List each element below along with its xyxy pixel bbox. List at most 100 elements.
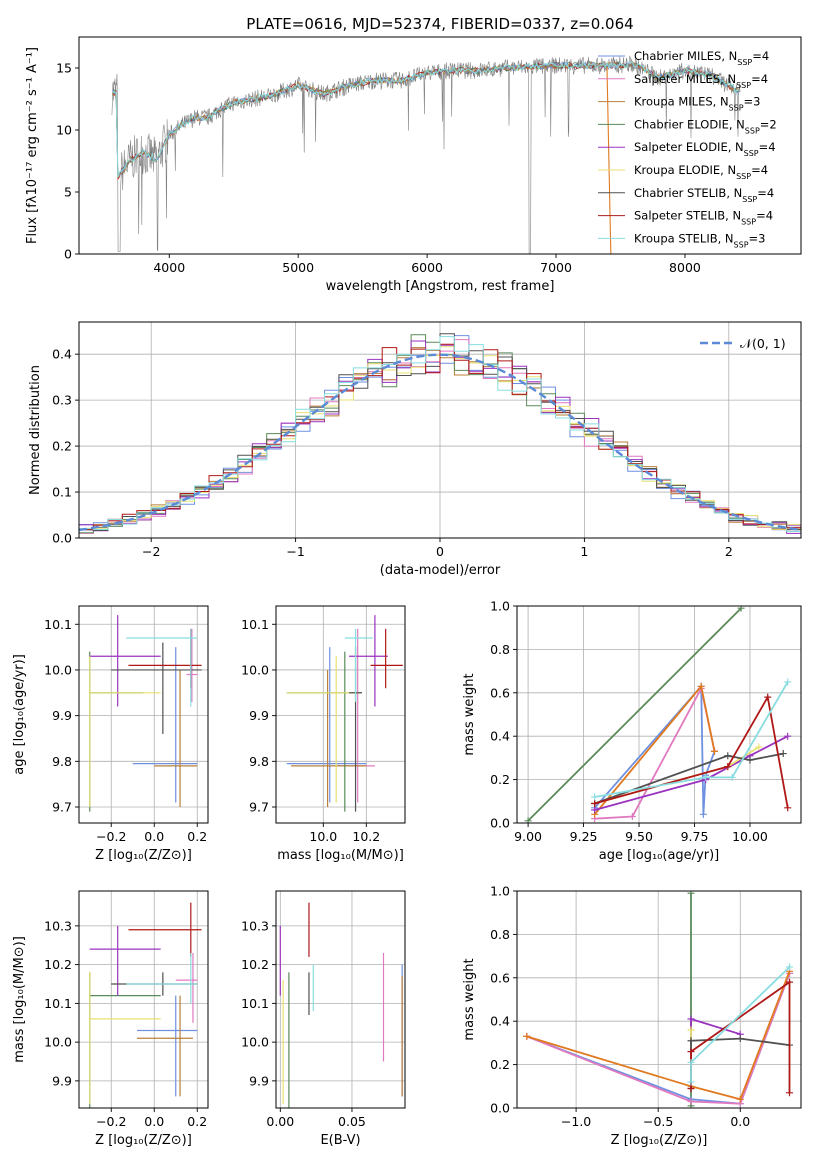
legend-entry: Salpeter ELODIE, NSSP=4 xyxy=(634,140,776,158)
y-tick-label: 0.0 xyxy=(490,816,510,831)
weight-marker xyxy=(687,1037,695,1045)
y-tick-label: 9.9 xyxy=(52,1073,72,1088)
axes-frame xyxy=(275,890,406,1109)
y-tick-label: 10.3 xyxy=(44,918,72,933)
plot-area xyxy=(523,891,794,1108)
weight-marker xyxy=(687,891,695,897)
x-tick-label: 10.00 xyxy=(732,829,768,844)
x-tick-label: 9.50 xyxy=(625,829,653,844)
y-tick-label: 5 xyxy=(64,185,72,200)
x-tick-label: 7000 xyxy=(540,260,572,275)
y-tick-label: 0.4 xyxy=(490,729,510,744)
weight-line-c1 xyxy=(526,973,791,1105)
x-tick-label: 10.2 xyxy=(352,829,380,844)
y-tick-label: 9.7 xyxy=(52,800,72,815)
axes-frame xyxy=(78,890,209,1109)
weight-marker xyxy=(524,817,532,823)
weight-marker xyxy=(687,1084,695,1092)
weight-line-orange_line xyxy=(526,970,791,1101)
plot-area xyxy=(89,902,202,1108)
weight-marker xyxy=(786,978,794,986)
x-axis-label: Z [log₁₀(Z/Z⊙)] xyxy=(95,1133,192,1148)
weight-line-c3 xyxy=(527,607,742,822)
weight-marker xyxy=(687,1097,695,1105)
x-axis-label: age [log₁₀(age/yr)] xyxy=(599,848,720,863)
weight-marker xyxy=(710,747,718,755)
y-tick-label: 9.8 xyxy=(249,754,269,769)
y-axis-label: mass weight xyxy=(462,958,477,1040)
x-tick-label: 0.2 xyxy=(187,1114,207,1129)
spectrum-axes: 4000 5000 6000 7000 8000 0 5 10 15 wavelength [An… xyxy=(25,36,802,294)
residual-histogram-c8 xyxy=(79,336,801,532)
mass-z-axes: −0.2 0.0 0.2 9.9 10.0 10.1 10.2 10.3 Z [log₁₀(Z/… xyxy=(12,890,209,1148)
weight-marker xyxy=(724,763,732,771)
weight-marker xyxy=(687,1026,695,1034)
model-spectrum-c2 xyxy=(112,61,740,179)
weight-line-orange_line xyxy=(594,684,716,815)
y-tick-label: 10.2 xyxy=(241,957,269,972)
plot-area xyxy=(79,333,801,534)
y-tick-label: 0.6 xyxy=(490,970,510,985)
y-tick-label: 9.9 xyxy=(249,1073,269,1088)
weight-marker xyxy=(724,752,732,760)
weight-marker xyxy=(737,606,745,612)
weight-line-c8 xyxy=(594,681,789,798)
y-tick-label: 10.0 xyxy=(44,1035,72,1050)
weight-line-c0 xyxy=(594,683,716,815)
x-tick-label: 8000 xyxy=(669,260,701,275)
y-tick-label: 10.1 xyxy=(241,996,269,1011)
y-tick-label: 10 xyxy=(56,123,72,138)
y-axis-label: Flux [fλ10⁻¹⁷ erg cm⁻² s⁻¹ A⁻¹] xyxy=(25,47,40,244)
y-tick-label: 0.8 xyxy=(490,927,510,942)
y-tick-label: 0.0 xyxy=(52,531,72,546)
legend-entry: Salpeter MILES, NSSP=4 xyxy=(634,72,768,90)
y-tick-label: 0.4 xyxy=(52,347,72,362)
weight-marker xyxy=(786,963,794,971)
weight-line-c6 xyxy=(594,752,784,805)
hist-axes: −2 −1 0 1 2 0.0 0.1 0.2 0.3 0.4 (data-model)/error… xyxy=(28,321,802,578)
normal-legend-label: 𝒩(0, 1) xyxy=(740,336,786,351)
x-tick-label: −0.2 xyxy=(96,829,126,844)
legend-entry: Kroupa STELIB, NSSP=3 xyxy=(634,231,765,249)
weight-marker xyxy=(764,693,772,701)
weight-marker xyxy=(702,773,710,781)
x-tick-label: 0.0 xyxy=(730,1114,750,1129)
spectrum-legend: Chabrier MILES, NSSP=4 Salpeter MILES, NS… xyxy=(598,49,777,249)
weight-marker xyxy=(687,1015,695,1023)
x-axis-label: (data-model)/error xyxy=(380,563,501,578)
weight-marker xyxy=(628,812,636,820)
y-tick-label: 10.1 xyxy=(44,996,72,1011)
y-tick-label: 0.0 xyxy=(490,1101,510,1116)
y-axis-label: mass weight xyxy=(462,673,477,755)
x-tick-label: −0.5 xyxy=(643,1114,673,1129)
x-tick-label: −2 xyxy=(142,544,160,559)
legend-entry: Chabrier ELODIE, NSSP=2 xyxy=(634,117,777,135)
x-tick-label: 2 xyxy=(725,544,733,559)
y-tick-label: 0.4 xyxy=(490,1014,510,1029)
model-spectrum-c8 xyxy=(112,61,740,178)
x-tick-label: 0.05 xyxy=(338,1114,366,1129)
y-tick-label: 10.1 xyxy=(241,617,269,632)
plot-area xyxy=(286,615,403,812)
y-tick-label: 10.0 xyxy=(44,662,72,677)
weight-marker xyxy=(523,1032,531,1040)
normal-curve xyxy=(79,353,801,532)
legend-entry: Chabrier STELIB, NSSP=4 xyxy=(634,186,774,204)
y-tick-label: 10.0 xyxy=(241,662,269,677)
y-tick-label: 10.3 xyxy=(241,918,269,933)
x-tick-label: 9.00 xyxy=(514,829,542,844)
weight-marker xyxy=(786,1089,794,1097)
axes-frame xyxy=(516,605,802,824)
weight-z-axes: −1.0 −0.5 0.0 0.0 0.2 0.4 0.6 0.8 1.0 Z [log₁₀(Z/… xyxy=(462,884,802,1148)
axes-frame xyxy=(275,605,406,824)
weight-marker xyxy=(755,743,763,751)
y-tick-label: 10.1 xyxy=(44,617,72,632)
x-tick-label: 5000 xyxy=(282,260,314,275)
weight-marker xyxy=(697,682,705,690)
weight-marker xyxy=(687,1058,695,1066)
y-tick-label: 15 xyxy=(56,61,72,76)
weight-marker xyxy=(591,793,599,801)
y-tick-label: 0 xyxy=(64,247,72,262)
y-tick-label: 9.9 xyxy=(52,708,72,723)
